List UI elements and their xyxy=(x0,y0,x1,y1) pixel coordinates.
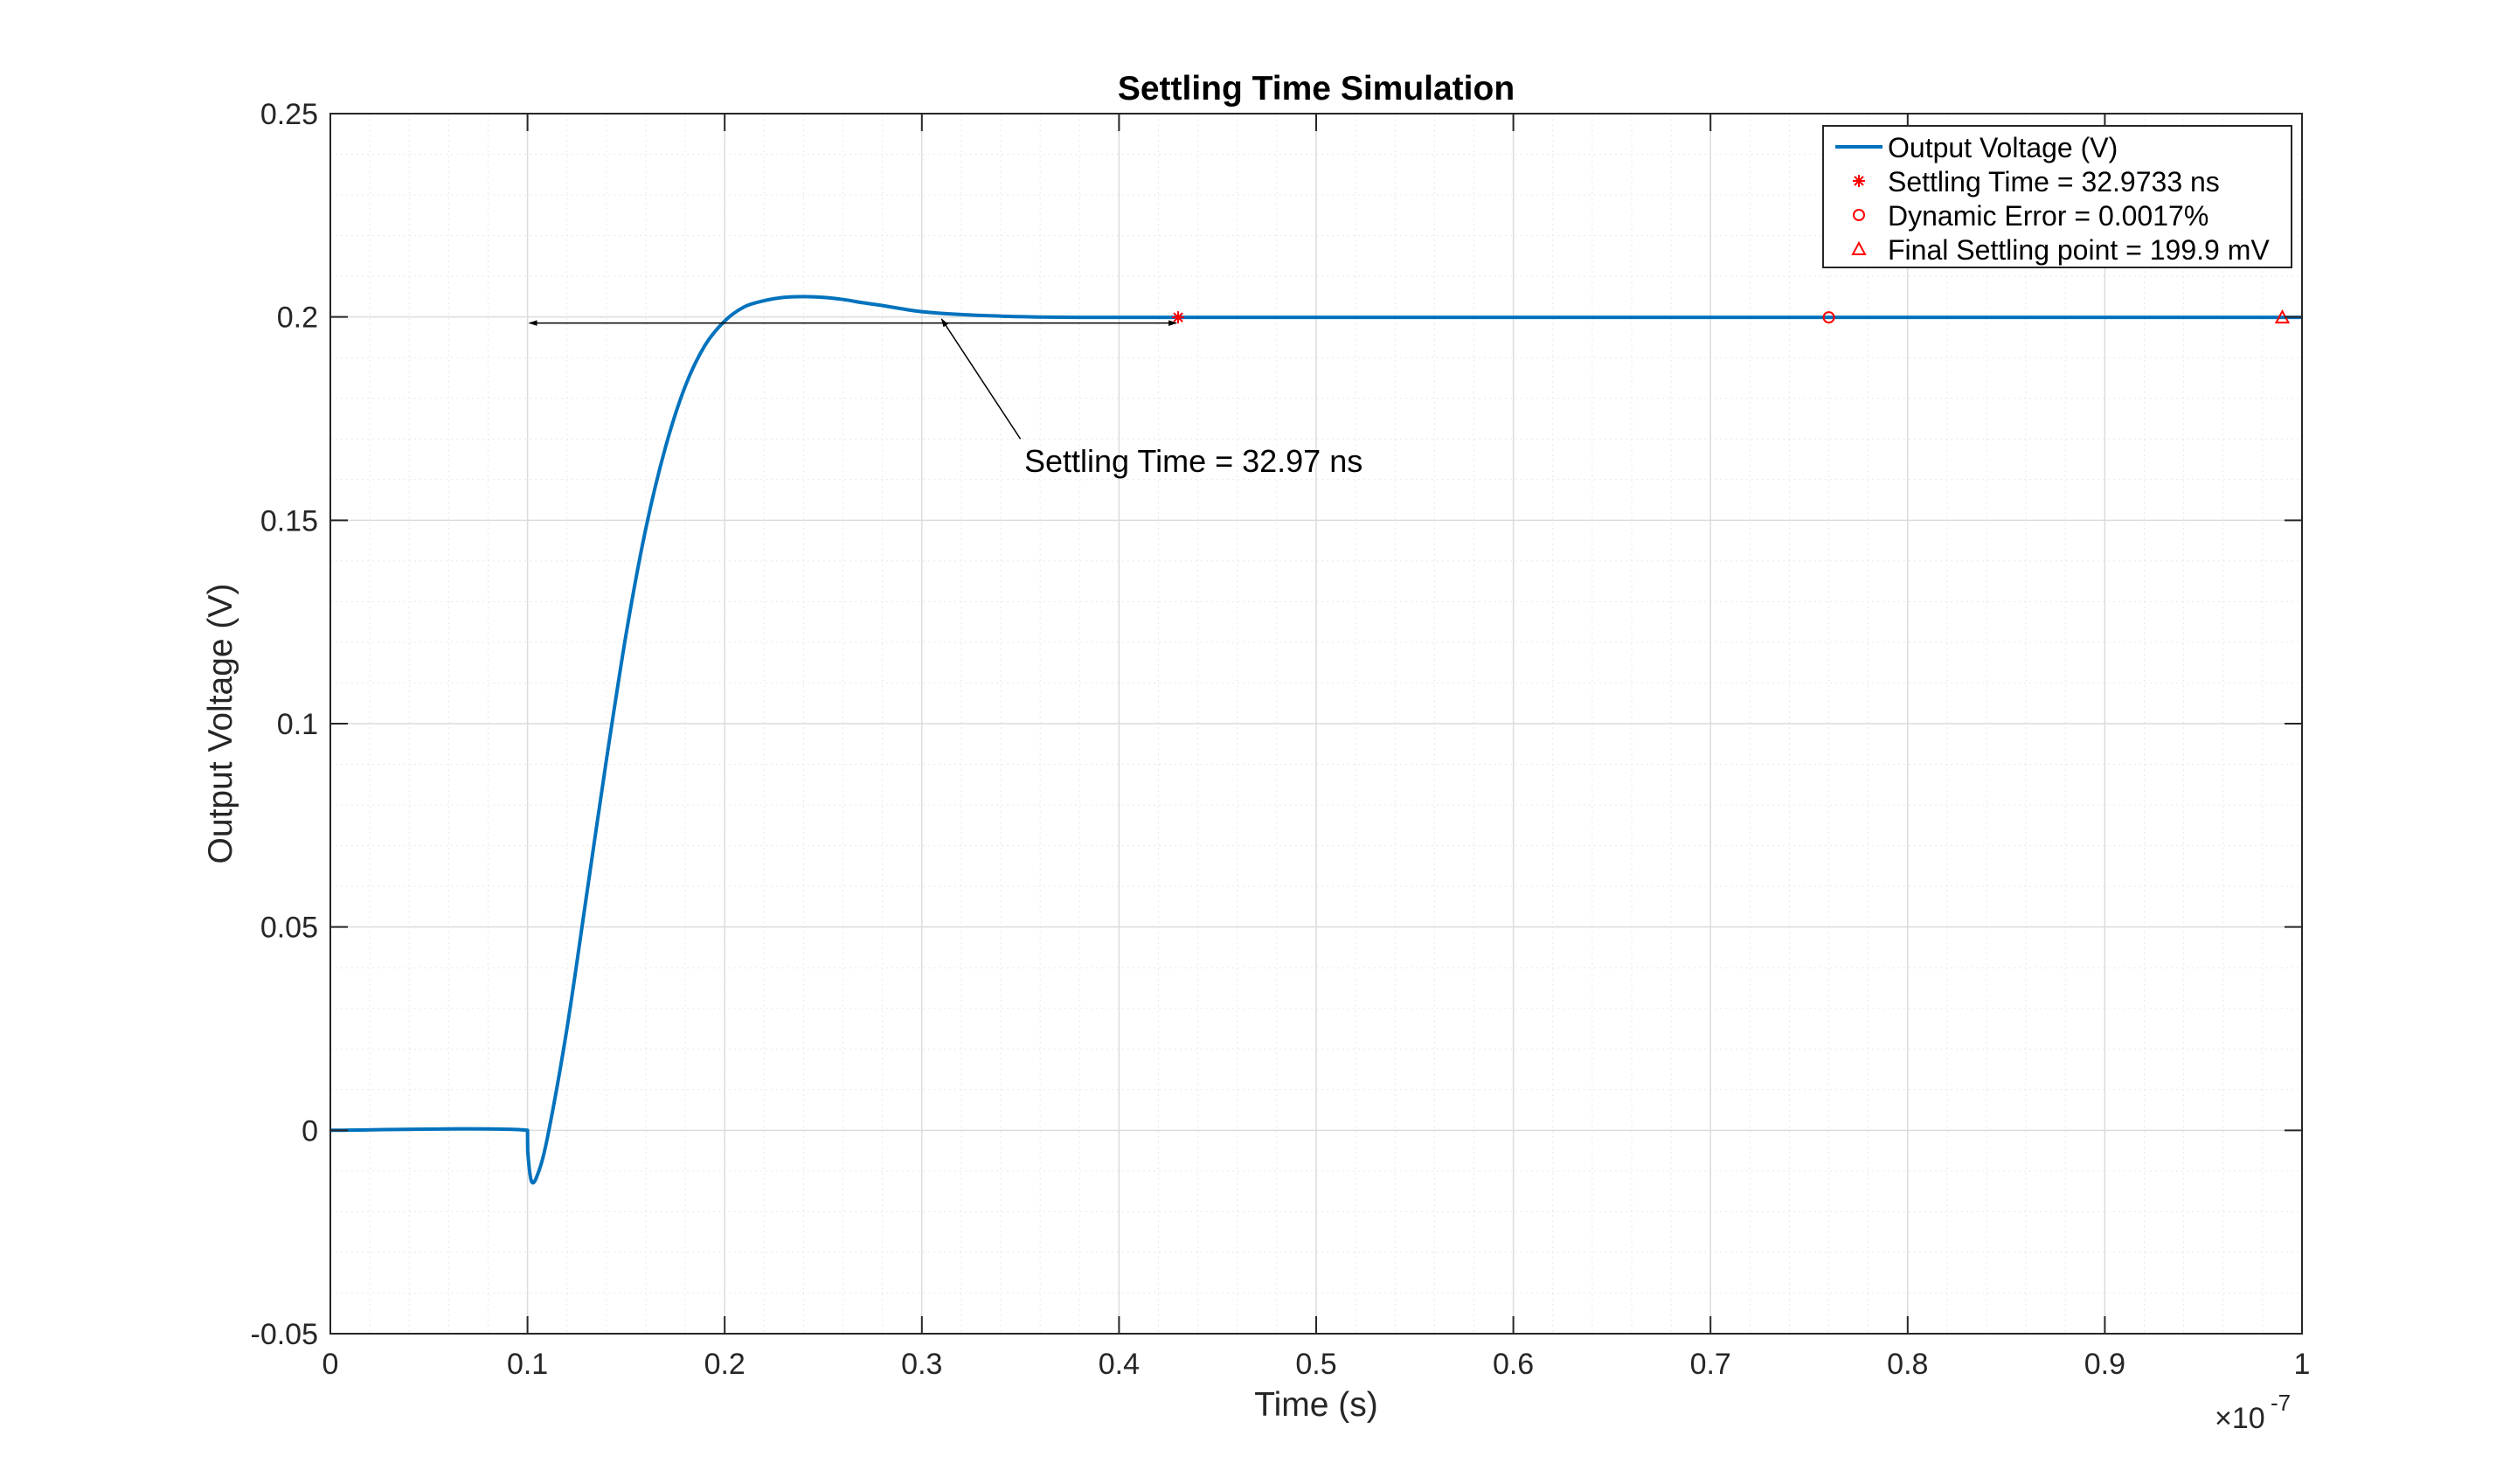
series-layer xyxy=(329,295,2302,1185)
y-tick-label: 0 xyxy=(302,1114,318,1148)
axis-ticks xyxy=(329,113,2303,1335)
series-line-0 xyxy=(329,295,2302,1185)
legend-entry-final-settling-point: Final Settling point = 199.9 mV xyxy=(1888,234,2270,266)
x-tick-label: 0 xyxy=(322,1348,339,1381)
x-tick-label: 0.9 xyxy=(2084,1348,2125,1381)
legend-box xyxy=(1822,125,2292,268)
legend: Output Voltage (V) Settling Time = 32.97… xyxy=(1822,125,2292,268)
settling-time-pointer-arrow xyxy=(940,318,1022,440)
y-tick-label: 0.05 xyxy=(260,912,318,945)
x-axis-label: Time (s) xyxy=(1254,1386,1378,1424)
y-tick-label: 0.2 xyxy=(277,302,318,335)
x-tick-label: 0.8 xyxy=(1887,1348,1928,1381)
x-tick-labels: 0 0.1 0.2 0.3 0.4 0.5 0.6 0.7 0.8 0.9 1 xyxy=(322,1348,2311,1381)
x-tick-label: 0.4 xyxy=(1099,1348,1140,1381)
marker-layer xyxy=(1172,309,2291,324)
y-tick-label: -0.05 xyxy=(251,1318,319,1351)
x-tick-label: 0.7 xyxy=(1690,1348,1731,1381)
y-tick-labels: -0.05 0 0.05 0.1 0.15 0.2 0.25 xyxy=(251,98,319,1351)
x-tick-label: 0.6 xyxy=(1493,1348,1534,1381)
legend-entry-output-voltage: Output Voltage (V) xyxy=(1888,132,2118,163)
x-tick-label: 0.1 xyxy=(507,1348,548,1381)
x-axis-exponent-power: -7 xyxy=(2271,1390,2291,1416)
legend-entry-settling-time: Settling Time = 32.9733 ns xyxy=(1888,166,2220,198)
chart-title: Settling Time Simulation xyxy=(1118,70,1515,107)
x-tick-label: 0.2 xyxy=(704,1348,745,1381)
y-tick-label: 0.25 xyxy=(260,98,318,131)
x-axis-exponent-base: ×10 xyxy=(2215,1402,2265,1435)
x-axis-exponent: ×10 -7 xyxy=(2215,1390,2291,1435)
dynamic-error-marker xyxy=(1822,311,1835,324)
legend-entry-dynamic-error: Dynamic Error = 0.0017% xyxy=(1888,200,2208,232)
legend-circle-marker xyxy=(1853,209,1865,221)
x-tick-label: 1 xyxy=(2294,1348,2311,1381)
x-tick-label: 0.5 xyxy=(1295,1348,1336,1381)
annotation-layer xyxy=(528,318,1177,440)
y-tick-label: 0.1 xyxy=(277,708,318,741)
legend-triangle-marker xyxy=(1851,240,1867,255)
x-tick-label: 0.3 xyxy=(901,1348,942,1381)
y-tick-label: 0.15 xyxy=(260,504,318,537)
y-axis-label: Output Voltage (V) xyxy=(202,584,239,864)
legend-star-marker xyxy=(1853,175,1865,187)
settling-time-annotation: Settling Time = 32.97 ns xyxy=(1024,443,1363,479)
settling-time-marker xyxy=(1172,311,1185,324)
